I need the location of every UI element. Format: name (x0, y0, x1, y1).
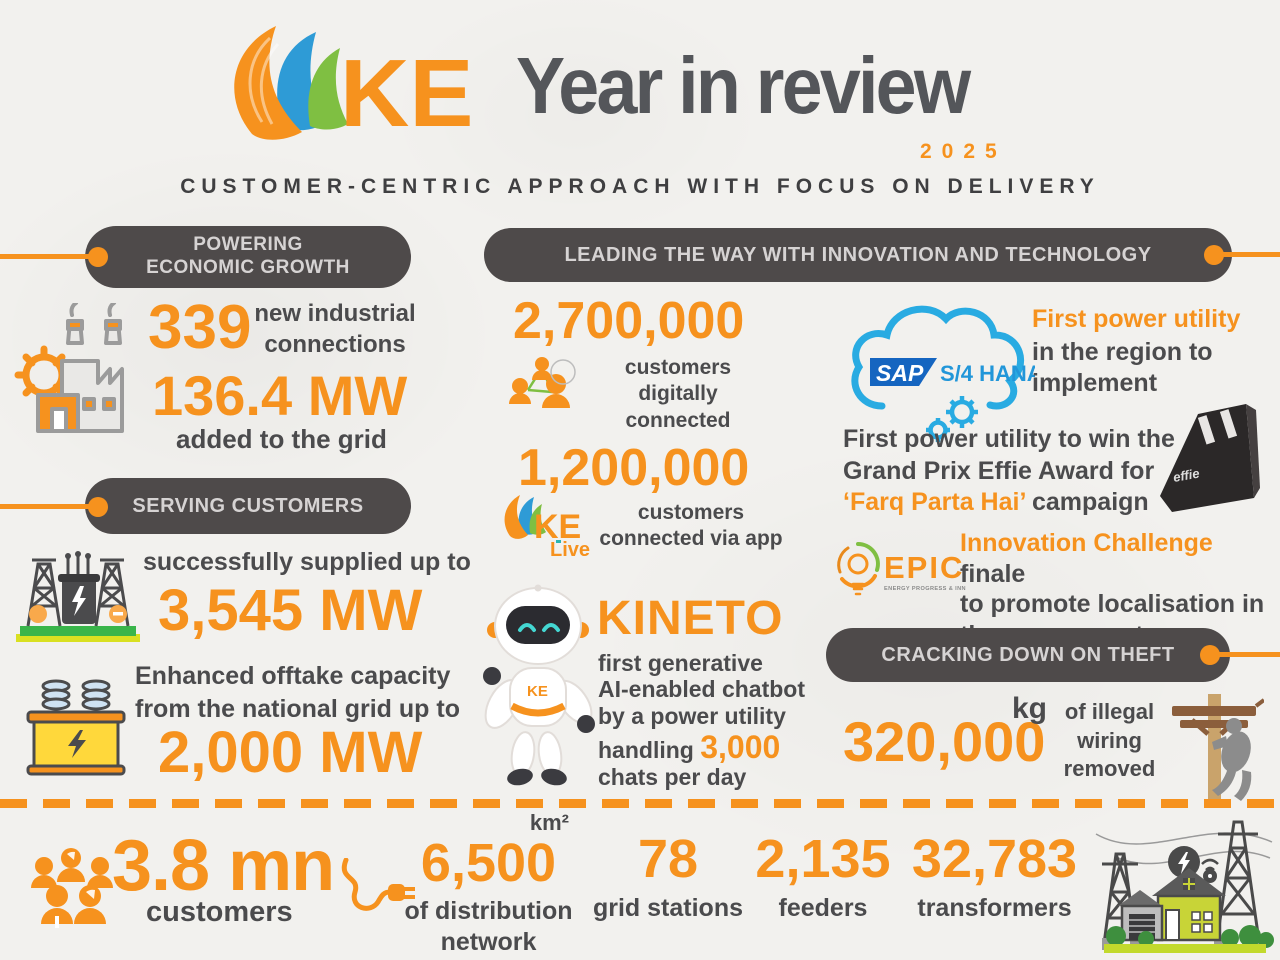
transformer-icon (26, 679, 126, 776)
kineto-robot-icon: KE (483, 584, 595, 786)
epic-logo-subtext: ENERGY PROGRESS & INNOVATION CHALLENGE (884, 586, 966, 592)
year-label: 2025 (920, 140, 1007, 163)
stat-theft-label: of illegal wiring removed (1063, 699, 1156, 782)
customers-crowd-icon (31, 848, 113, 928)
connector-line (0, 504, 98, 509)
page-title: Year in review (516, 41, 971, 130)
stat-digital-label: customers digitally connected (624, 356, 732, 432)
sap-claim-line2: in the region to (1032, 338, 1213, 366)
stat-industrial-connections-value: 339 (148, 293, 252, 362)
sap-product-text: S/4 HANA (940, 361, 1035, 386)
ke-live-brand: KE (534, 508, 581, 546)
connector-dot (88, 497, 108, 517)
stat-transformers: 32,783 transformers (902, 832, 1087, 923)
sap-logo-text: SAP (876, 360, 924, 386)
connector-line (0, 254, 98, 259)
stat-feeders-label: feeders (778, 894, 868, 922)
kineto-description: first generative AI-enabled chatbot by a… (598, 650, 806, 790)
stat-network-label: of distribution network (404, 897, 573, 957)
stat-grid-added-value: 136.4 MW (152, 364, 408, 427)
connector-dot (1204, 245, 1224, 265)
connector-line (1210, 652, 1280, 657)
ke-live-sub: Live (550, 539, 590, 561)
sap-claim-line1: First power utility (1032, 305, 1241, 333)
stat-grid-stations: 78 grid stations (588, 832, 748, 923)
stat-supplied-label: successfully supplied up to (143, 548, 471, 576)
transmission-network-illustration (1095, 820, 1274, 953)
stat-digital-value: 2,700,000 (513, 292, 745, 350)
stat-offtake-label: Enhanced offtake capacity from the natio… (135, 662, 460, 723)
stat-customers-value: 3.8 mn (112, 826, 335, 906)
lineman-icon (1172, 694, 1264, 802)
section-cracking-down-on-theft: CRACKING DOWN ON THEFT (826, 628, 1230, 682)
stat-network: km² 6,500 of distribution network (396, 810, 581, 959)
section-powering-economic-growth: POWERING ECONOMIC GROWTH (85, 226, 411, 288)
stat-industrial-connections-label: new industrial connections (254, 300, 416, 359)
factory-icon (14, 303, 124, 433)
stat-transformers-label: transformers (917, 894, 1072, 922)
connector-dot (1200, 645, 1220, 665)
stat-grid-stations-value: 78 (637, 829, 699, 889)
kineto-title: KINETO (597, 592, 784, 645)
ke-logo: KE (234, 26, 473, 147)
connector-dot (88, 247, 108, 267)
sap-cloud-icon: SAP S/4 HANA (851, 305, 1035, 442)
section-serving-customers: SERVING CUSTOMERS (85, 478, 411, 534)
kineto-chest-text: KE (527, 683, 548, 700)
stat-supplied-value: 3,545 MW (158, 578, 423, 643)
stat-app-value: 1,200,000 (518, 439, 750, 497)
connected-people-icon (509, 357, 576, 408)
stat-theft-unit: kg (1012, 692, 1048, 725)
ke-logo-text: KE (340, 40, 473, 147)
connector-line (1214, 252, 1280, 257)
plug-cord-icon (341, 858, 415, 911)
substation-icon (16, 551, 140, 642)
divider-dashed-line (0, 799, 1280, 808)
stat-offtake-value: 2,000 MW (158, 720, 423, 785)
stat-network-unit: km² (529, 810, 569, 835)
effie-trophy-text: effie (1172, 466, 1201, 485)
epic-logo: EPIC ENERGY PROGRESS & INNOVATION CHALLE… (837, 542, 966, 596)
stat-transformers-value: 32,783 (911, 829, 1078, 889)
stat-theft-value: 320,000 (843, 710, 1046, 773)
stat-grid-added-label: added to the grid (176, 424, 387, 454)
effie-claim: First power utility to win the Grand Pri… (843, 425, 1175, 516)
stat-app-label: customers connected via app (599, 501, 783, 551)
sap-claim-line3: implement (1032, 369, 1158, 397)
kineto-chats-value: 3,000 (700, 729, 781, 766)
stat-feeders: 2,135 feeders (748, 832, 898, 923)
ke-live-logo: KE Live (504, 495, 590, 561)
tagline: CUSTOMER-CENTRIC APPROACH WITH FOCUS ON … (180, 175, 1100, 198)
epic-logo-text: EPIC (884, 550, 964, 585)
effie-trophy-icon: effie (1160, 404, 1260, 512)
section-innovation-technology: LEADING THE WAY WITH INNOVATION AND TECH… (484, 228, 1232, 282)
stat-network-value: 6,500 (420, 833, 557, 893)
stat-grid-stations-label: grid stations (592, 894, 743, 922)
stat-feeders-value: 2,135 (755, 829, 891, 889)
stat-customers-label: customers (146, 896, 293, 928)
